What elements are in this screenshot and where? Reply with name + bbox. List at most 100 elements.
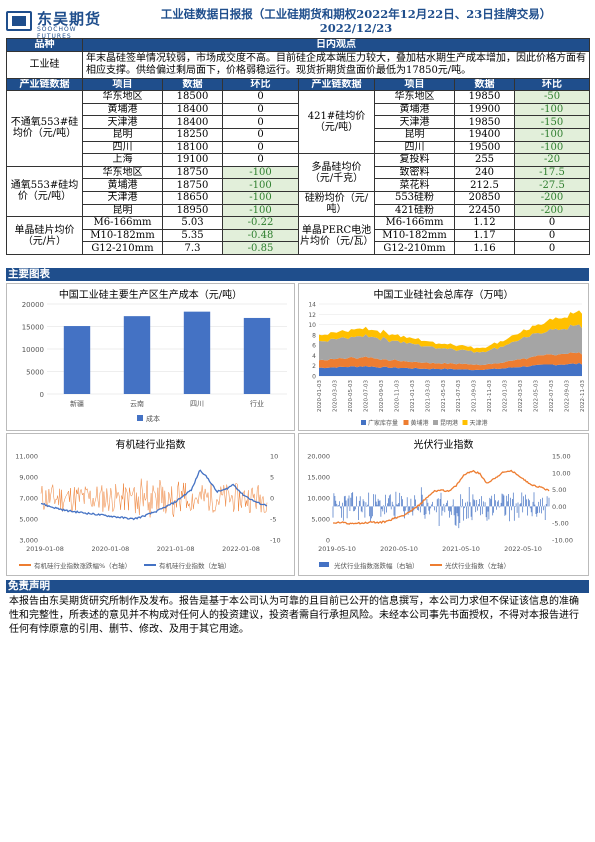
table-row: 天津港 18650 -100 硅粉均价（元/吨） 553硅粉 20850 -200 — [7, 190, 591, 218]
disclaimer-text: 本报告由东吴期货研究所制作及发布。报告是基于本公司认为可靠的且目前已公开的信息撰… — [9, 596, 579, 635]
y-tick-label: 12 — [308, 312, 316, 319]
chart-pv-svg: 0 5,000 10,000 15,000 20,000 -10.00 -5.00 0.00 5… — [307, 453, 573, 571]
chart-inventory-svg: 0 2 4 6 8 10 12 14 2020-01-03 2020-03-03 2020-05-0… — [308, 302, 586, 428]
y-right-tick-label: 0.00 — [552, 503, 566, 511]
right-row-change: 0 — [513, 228, 591, 243]
x-tick-label: 2019-05-10 — [318, 545, 356, 553]
left-row-value: 18750 — [162, 165, 223, 180]
y-right-tick-label: 15.00 — [552, 453, 571, 461]
legend-label: 广家库存量 — [368, 419, 398, 427]
view-text: 年末晶硅签单情况较弱，市场成交度不高。目前硅企成本端压力较大，叠加枯水期生产成本… — [81, 50, 591, 79]
chart-title-inventory: 中国工业硅社会总库存（万吨） — [373, 290, 514, 301]
left-row-change: 0 — [222, 140, 299, 155]
left-row-change: 0 — [222, 90, 299, 104]
col-header-change-left: 环比 — [222, 77, 299, 92]
y-right-tick-label: 10 — [270, 453, 278, 461]
x-tick-label: 2020-01-08 — [91, 545, 129, 553]
bar — [183, 311, 211, 394]
left-row-item: 四川 — [82, 140, 163, 155]
right-row-value: 20850 — [454, 190, 515, 205]
col-header-item-right: 项目 — [374, 77, 455, 92]
left-row-value: 18500 — [162, 90, 223, 104]
y-tick-label: 0 — [312, 374, 316, 381]
y-left-tick-label: 20,000 — [307, 453, 330, 461]
x-tick-label: 2022-01-03 — [503, 380, 509, 412]
y-tick-label: 10000 — [22, 346, 44, 354]
left-axis-series — [40, 469, 268, 521]
x-tick-label: 2021-01-03 — [410, 380, 416, 412]
y-right-tick-label: -10 — [270, 537, 281, 545]
right-row-change: -17.5 — [513, 165, 591, 180]
right-axis-series — [332, 487, 550, 529]
right-row-value: 240 — [454, 165, 515, 180]
left-row-item: 天津港 — [82, 115, 163, 129]
left-row-change: 0 — [222, 102, 299, 117]
right-row-item: 华东地区 — [374, 90, 455, 104]
left-row-value: 5.03 — [162, 216, 223, 230]
right-row-change: -100 — [513, 140, 591, 155]
right-row-value: 1.17 — [454, 228, 515, 243]
legend-label: 黄埔港 — [411, 419, 429, 427]
section-disclaimer: 免责声明 — [6, 580, 589, 593]
left-row-value: 18400 — [162, 102, 223, 117]
area-series — [319, 352, 582, 371]
company-logo: 东吴期货 SOOCHOW FUTURES — [6, 8, 114, 40]
y-tick-label: 8 — [312, 332, 316, 339]
y-tick-label: 10 — [308, 322, 316, 329]
report-date: 2022/12/23 — [319, 21, 393, 35]
y-left-tick-label: 5,000 — [19, 516, 38, 524]
table-row: 黄埔港 18400 0 黄埔港 19900 -100 — [7, 102, 591, 117]
y-tick-label: 14 — [308, 302, 316, 309]
table-row: 四川 18100 0 四川 19500 -100 — [7, 140, 591, 155]
left-row-value: 18100 — [162, 140, 223, 155]
x-tick-label: 2022-05-10 — [504, 545, 542, 553]
y-right-tick-label: 5 — [270, 474, 274, 482]
bar — [123, 316, 151, 394]
right-row-value: 19400 — [454, 127, 515, 142]
chart-silicone-svg: 3,000 5,000 7,000 9,000 11,000 -10 -5 0 5 10 2019-… — [15, 453, 281, 571]
chart-title-cost: 中国工业硅主要生产区生产成本（元/吨） — [58, 290, 243, 301]
left-row-change: 0 — [222, 115, 299, 129]
right-group-label: 单晶PERC电池片均价（元/瓦） — [298, 216, 375, 255]
y-left-tick-label: 15,000 — [307, 474, 330, 482]
x-tick-label: 2020-11-03 — [394, 380, 400, 412]
right-row-item: 复投料 — [374, 153, 455, 167]
col-header-chain-right: 产业链数据 — [298, 77, 375, 92]
left-row-change: -0.48 — [222, 228, 299, 243]
right-row-change: -200 — [513, 203, 591, 218]
left-row-item: M10-182mm — [82, 228, 163, 243]
right-row-value: 1.12 — [454, 216, 515, 230]
legend-label: 天津港 — [470, 419, 488, 427]
left-group-label: 单晶硅片均价（元/片） — [6, 216, 83, 255]
col-header-item-left: 项目 — [82, 77, 163, 92]
area-series — [319, 310, 582, 353]
right-row-change: -100 — [513, 102, 591, 117]
right-row-value: 19500 — [454, 140, 515, 155]
y-right-tick-label: -5.00 — [552, 520, 569, 528]
table-row: 昆明 18950 -100 421硅粉 22450 -200 — [7, 203, 591, 218]
y-right-tick-label: 0 — [270, 495, 274, 503]
table-row: 天津港 18400 0 天津港 19850 -150 — [7, 115, 591, 129]
left-row-item: 华东地区 — [82, 90, 163, 104]
report-title-block: 工业硅数据日报报（工业硅期货和期权2022年12月22日、23日挂牌交易） 20… — [126, 7, 586, 35]
left-row-item: M6-166mm — [82, 216, 163, 230]
right-row-change: -200 — [513, 190, 591, 205]
y-left-tick-label: 5,000 — [311, 516, 330, 524]
report-title: 工业硅数据日报报（工业硅期货和期权2022年12月22日、23日挂牌交易） — [160, 7, 552, 21]
x-tick-label: 2021-05-10 — [442, 545, 480, 553]
chart-cost: 中国工业硅主要生产区生产成本（元/吨） 0 5000 10000 15000 20000… — [6, 283, 295, 431]
left-row-change: 0 — [222, 127, 299, 142]
left-row-change: -0.85 — [222, 241, 299, 255]
left-row-change: -100 — [222, 203, 299, 218]
left-row-value: 18950 — [162, 203, 223, 218]
x-tick-label: 2022-01-08 — [222, 545, 260, 553]
left-row-value: 19100 — [162, 153, 223, 167]
table-row: 昆明 18250 0 昆明 19400 -100 — [7, 127, 591, 142]
legend-label: 昆明港 — [440, 419, 458, 427]
x-tick-label: 2020-09-03 — [379, 380, 385, 412]
table-row: 上海 19100 0 多晶硅均价（元/千克） 复投料 255 -20 — [7, 153, 591, 192]
chart-pv: 光伏行业指数 0 5,000 10,000 15,000 20,000 -10.00 -5.… — [298, 433, 589, 576]
left-row-value: 18750 — [162, 178, 223, 192]
right-row-change: 0 — [513, 241, 591, 255]
